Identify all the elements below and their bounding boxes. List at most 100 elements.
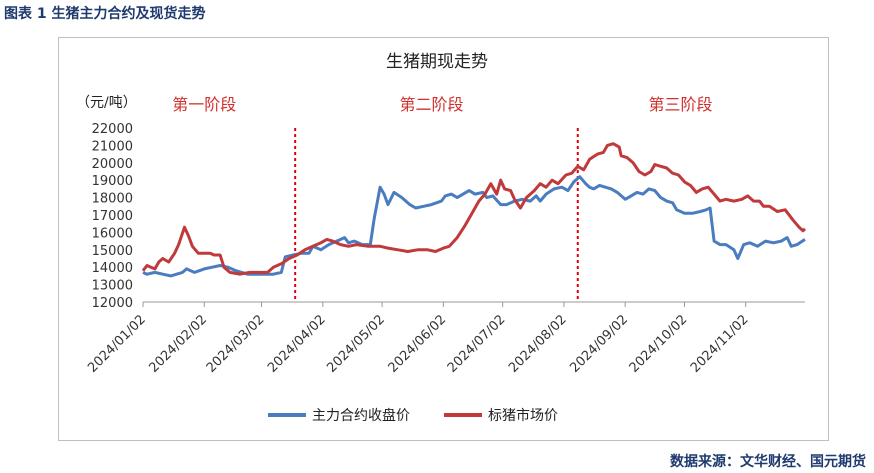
data-point <box>758 200 761 203</box>
data-point <box>325 238 328 241</box>
data-point <box>379 245 382 248</box>
data-point <box>499 203 502 206</box>
data-point <box>533 189 536 192</box>
data-point <box>280 262 283 265</box>
data-point <box>790 245 793 248</box>
stage-label: 第一阶段 <box>172 95 236 114</box>
data-point <box>161 273 164 276</box>
data-point <box>584 182 587 185</box>
data-point <box>167 260 170 263</box>
data-point <box>145 273 148 276</box>
data-point <box>400 196 403 199</box>
data-point <box>578 175 581 178</box>
data-point <box>596 153 599 156</box>
data-point <box>157 260 160 263</box>
data-point <box>319 241 322 244</box>
x-tick-label: 2024/09/02 <box>567 312 631 376</box>
data-point <box>659 196 662 199</box>
data-point <box>772 241 775 244</box>
data-point <box>713 193 716 196</box>
data-point <box>386 247 389 250</box>
data-point <box>213 253 216 256</box>
data-point <box>462 193 465 196</box>
data-point <box>203 252 206 255</box>
data-point <box>649 170 652 173</box>
data-point <box>606 144 609 147</box>
data-point <box>665 166 668 169</box>
stage-markers: 第一阶段 第二阶段 第三阶段 <box>172 95 713 302</box>
data-point <box>519 206 522 209</box>
data-point <box>473 193 476 196</box>
y-tick-label: 16000 <box>92 226 133 241</box>
data-point <box>742 243 745 246</box>
data-point <box>430 203 433 206</box>
data-point <box>529 200 532 203</box>
data-point <box>653 163 656 166</box>
data-point <box>570 172 573 175</box>
data-point <box>551 179 554 182</box>
data-point <box>149 266 152 269</box>
data-point <box>203 267 206 270</box>
data-point <box>483 193 486 196</box>
data-point <box>228 271 231 274</box>
legend-label: 主力合约收盘价 <box>312 407 410 424</box>
y-tick-label: 20000 <box>92 157 133 172</box>
data-point <box>748 241 751 244</box>
data-point <box>724 243 727 246</box>
data-point <box>272 273 275 276</box>
data-point <box>280 271 283 274</box>
data-point <box>665 200 668 203</box>
data-point <box>379 186 382 189</box>
data-point <box>440 200 443 203</box>
data-point <box>503 187 506 190</box>
x-tick-label: 2024/08/02 <box>506 312 570 376</box>
data-point <box>288 257 291 260</box>
data-point <box>624 198 627 201</box>
x-tick-label: 2024/04/02 <box>265 312 329 376</box>
data-point <box>598 184 601 187</box>
data-point <box>610 187 613 190</box>
data-point <box>355 243 358 246</box>
data-point <box>803 227 806 230</box>
data-point <box>495 193 498 196</box>
data-point <box>185 267 188 270</box>
data-point <box>408 203 411 206</box>
legend-label: 标猪市场价 <box>488 407 558 424</box>
chart-title: 生猪期现走势 <box>386 52 488 72</box>
data-point <box>637 170 640 173</box>
data-point <box>383 193 386 196</box>
data-point <box>266 271 269 274</box>
data-point <box>732 248 735 251</box>
y-tick-label: 21000 <box>92 139 133 154</box>
data-point <box>552 187 555 190</box>
data-point <box>367 245 370 248</box>
x-tick-label: 2024/10/02 <box>627 312 691 376</box>
data-point <box>572 180 575 183</box>
data-point <box>564 173 567 176</box>
data-point <box>307 252 310 255</box>
data-point <box>353 240 356 243</box>
data-point <box>780 240 783 243</box>
data-point <box>347 241 350 244</box>
data-point <box>659 165 662 168</box>
data-point <box>173 252 176 255</box>
data-point <box>141 269 144 272</box>
data-point <box>414 206 417 209</box>
data-point <box>339 243 342 246</box>
source-note: 数据来源：文华财经、国元期货 <box>670 454 866 470</box>
data-point <box>209 252 212 255</box>
data-point <box>701 187 704 190</box>
data-point <box>618 146 621 149</box>
data-point <box>699 210 702 213</box>
data-point <box>732 200 735 203</box>
data-point <box>177 243 180 246</box>
data-point <box>153 267 156 270</box>
data-point <box>468 189 471 192</box>
data-point <box>248 271 251 274</box>
data-point <box>386 203 389 206</box>
data-point <box>545 193 548 196</box>
data-point <box>539 200 542 203</box>
data-point <box>653 189 656 192</box>
y-tick-label: 19000 <box>92 174 133 189</box>
